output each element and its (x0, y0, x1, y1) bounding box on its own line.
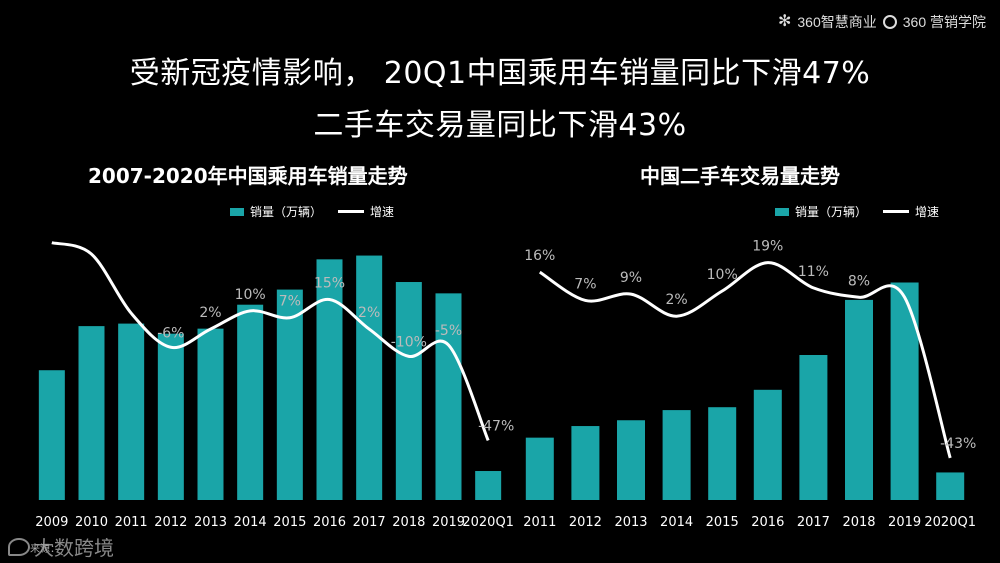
bar-passenger-2013 (197, 328, 224, 500)
bar-passenger-2009 (38, 370, 65, 500)
x-tick-label: 2012 (154, 515, 187, 530)
bar-used-2013 (617, 420, 645, 500)
x-tick-label: 2018 (392, 515, 425, 530)
x-tick-label: 2016 (313, 515, 346, 530)
growth-label: 2% (199, 305, 221, 321)
growth-label: -43% (940, 436, 976, 452)
x-tick-label: 2015 (706, 515, 739, 530)
bar-passenger-2012 (157, 333, 184, 500)
legend-left: 销量（万辆） 增速 (230, 203, 394, 220)
growth-label: 15% (314, 276, 345, 292)
growth-line-used (538, 261, 952, 459)
legend-line-swatch (338, 210, 365, 213)
bar-used-2016 (753, 389, 782, 500)
growth-label: -47% (478, 418, 514, 434)
growth-label: -6% (157, 325, 184, 341)
x-tick-label: 2012 (569, 515, 602, 530)
bar-used-2020Q1 (936, 472, 965, 500)
growth-label: 10% (707, 267, 738, 283)
x-tick-label: 2016 (751, 515, 784, 530)
bar-passenger-2015 (276, 289, 303, 500)
bar-used-2019 (890, 282, 919, 500)
x-tick-label: 2017 (353, 515, 386, 530)
legend-line-label: 增速 (370, 205, 395, 219)
bar-passenger-2010 (78, 326, 105, 500)
watermark-logo-icon (8, 537, 30, 556)
source-note: 来源： (30, 544, 60, 555)
legend-bar-swatch (230, 207, 244, 216)
growth-label: -5% (435, 323, 462, 339)
legend-bar-swatch (775, 207, 789, 216)
watermark: 大数跨境 (8, 532, 114, 561)
bar-used-2015 (708, 407, 737, 500)
legend-line-swatch (883, 210, 910, 213)
headline-line-2: 二手车交易量同比下滑43% (313, 108, 687, 143)
growth-label: 11% (798, 264, 829, 280)
bar-passenger-2014 (237, 304, 264, 500)
flower-icon: ✻ (777, 13, 792, 30)
growth-label: 7% (279, 294, 301, 310)
x-tick-label: 2017 (797, 515, 830, 530)
x-tick-label: 2018 (842, 515, 875, 530)
headline-line-1: 受新冠疫情影响， 20Q1中国乘用车销量同比下滑47% (129, 56, 871, 91)
growth-line-passenger (51, 241, 490, 442)
circle-logo-icon (882, 15, 897, 29)
growth-label: 2% (665, 292, 687, 308)
x-tick-label: 2009 (35, 515, 68, 530)
x-tick-label: 2010 (75, 515, 108, 530)
bar-passenger-2017 (356, 255, 383, 500)
chart-title-used-car: 中国二手车交易量走势 (640, 164, 840, 188)
bar-used-2011 (525, 437, 554, 500)
growth-label: 2% (358, 305, 380, 321)
x-tick-label: 2011 (523, 515, 556, 530)
x-tick-label: 2020Q1 (924, 515, 976, 530)
x-tick-label: 2020Q1 (462, 515, 514, 530)
growth-label: 19% (752, 239, 783, 255)
growth-label: 9% (620, 270, 642, 286)
legend-right: 销量（万辆） 增速 (775, 203, 939, 220)
x-tick-label: 2014 (234, 515, 267, 530)
watermark-text: 大数跨境 (34, 536, 114, 560)
chart-title-passenger-car: 2007-2020年中国乘用车销量走势 (88, 164, 408, 188)
growth-label: 10% (235, 287, 266, 303)
legend-line-label: 增速 (915, 205, 940, 219)
bar-passenger-2011 (118, 323, 145, 500)
x-tick-label: 2019 (888, 515, 921, 530)
x-tick-label: 2014 (660, 515, 693, 530)
brand-360-smart-business: 360智慧商业 (797, 14, 877, 30)
bar-passenger-2019 (435, 293, 462, 500)
bar-used-2018 (845, 299, 873, 500)
bar-passenger-2020Q1 (475, 471, 502, 500)
legend-bar-label: 销量（万辆） (250, 205, 323, 219)
bar-used-2017 (799, 355, 828, 500)
x-tick-label: 2011 (115, 515, 148, 530)
brand-logo: ✻ 360智慧商业 360 营销学院 (778, 12, 986, 32)
bar-used-2014 (662, 410, 691, 500)
x-tick-label: 2013 (194, 515, 227, 530)
x-tick-label: 2019 (432, 515, 465, 530)
brand-360-marketing: 360 营销学院 (902, 14, 986, 30)
growth-label: 16% (524, 248, 555, 264)
growth-label: 8% (848, 273, 870, 289)
bar-used-2012 (571, 426, 600, 500)
x-tick-label: 2015 (273, 515, 306, 530)
x-tick-label: 2013 (614, 515, 647, 530)
bar-passenger-2016 (316, 259, 343, 500)
growth-label: 7% (574, 276, 596, 292)
growth-label: -10% (391, 334, 427, 350)
legend-bar-label: 销量（万辆） (795, 205, 868, 219)
bar-passenger-2018 (395, 282, 422, 500)
